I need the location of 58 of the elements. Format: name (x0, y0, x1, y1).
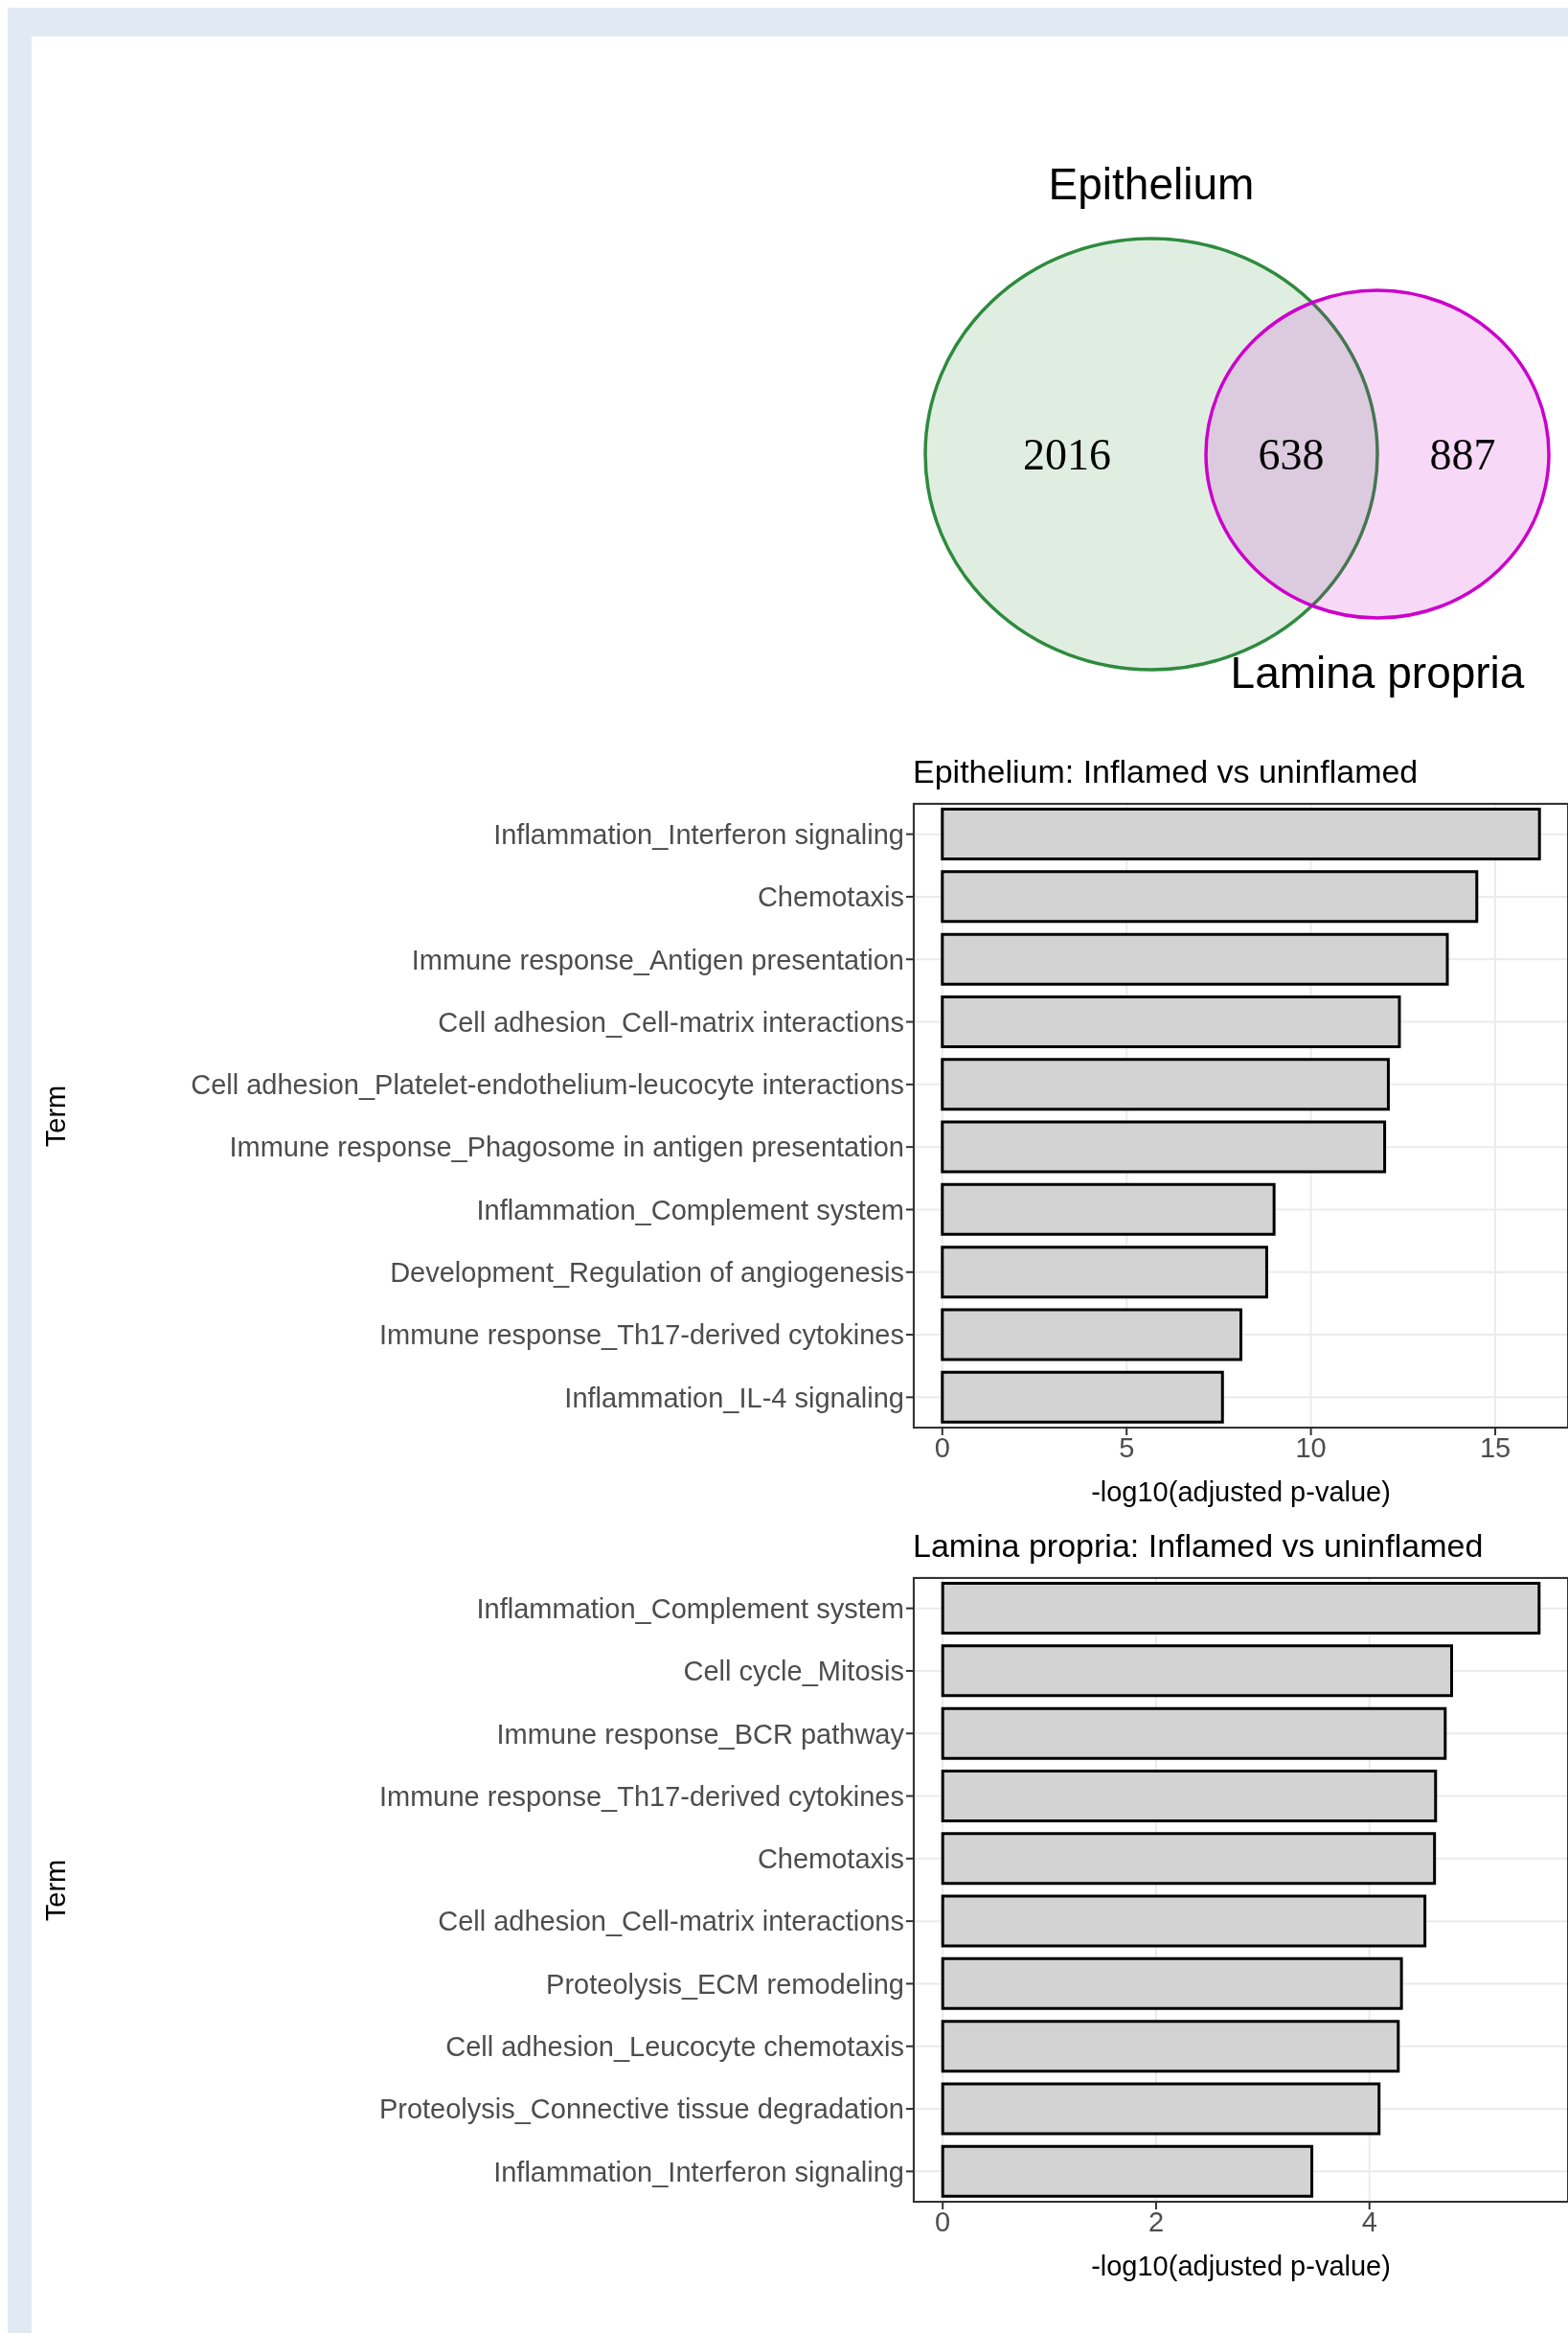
y-tick-label: Inflammation_IL-4 signaling (564, 1382, 904, 1413)
y-tick-label: Inflammation_Complement system (476, 1592, 904, 1624)
bar (941, 1894, 1427, 1948)
text: Epithelium (1048, 159, 1255, 209)
y-tick-label: Inflammation_Interferon signaling (493, 2156, 904, 2187)
text: 638 (1258, 430, 1325, 479)
bar (941, 870, 1479, 924)
y-tick-label: Immune response_BCR pathway (496, 1718, 905, 1750)
y-tick-label: Inflammation_Interferon signaling (493, 818, 904, 850)
x-tick-label: 10 (1295, 1431, 1327, 1463)
bar (941, 2144, 1314, 2198)
bar (941, 1246, 1268, 1299)
y-tick-label: Development_Regulation of angiogenesis (390, 1257, 904, 1289)
bar (941, 1058, 1390, 1111)
chart-title: Lamina propria: Inflamed vs uninflamed (913, 1527, 1484, 1565)
bar (941, 2082, 1381, 2136)
y-tick-label: Proteolysis_Connective tissue degradation (378, 2093, 904, 2125)
x-tick-label: 5 (1119, 1431, 1135, 1463)
bar (941, 1182, 1276, 1236)
x-axis-title: -log10(adjusted p-value) (1091, 1476, 1391, 1507)
text: 887 (1429, 430, 1496, 479)
text: Lamina propria (1230, 648, 1525, 698)
y-tick-label: Chemotaxis (757, 1843, 904, 1875)
x-tick-label: 0 (934, 1431, 950, 1463)
bar (941, 1769, 1438, 1822)
x-tick-label: 2 (1148, 2206, 1165, 2237)
y-tick-label: Cell adhesion_Leucocyte chemotaxis (445, 2031, 904, 2063)
bar (941, 995, 1401, 1048)
y-tick-label: Proteolysis_ECM remodeling (546, 1968, 904, 2000)
y-tick-label: Chemotaxis (757, 881, 904, 913)
bar (941, 1370, 1224, 1424)
y-tick-label: Immune response_Antigen presentation (411, 944, 904, 975)
bar (941, 1120, 1387, 1174)
x-tick-label: 15 (1479, 1431, 1511, 1463)
y-tick-label: Cell adhesion_Cell-matrix interactions (438, 1906, 904, 1937)
y-tick-label: Cell cycle_Mitosis (683, 1656, 904, 1687)
y-tick-label: Immune response_Th17-derived cytokines (378, 1319, 904, 1351)
bar (941, 1644, 1453, 1698)
bar (941, 932, 1449, 986)
text: 2016 (1023, 430, 1111, 479)
bar (941, 1832, 1437, 1886)
x-axis-title: -log10(adjusted p-value) (1091, 2251, 1391, 2281)
bar (941, 1582, 1541, 1635)
bar (941, 1706, 1447, 1760)
y-tick-label: Inflammation_Complement system (476, 1194, 904, 1225)
x-tick-label: 4 (1361, 2206, 1377, 2237)
y-axis-title: Term (39, 1859, 72, 1921)
y-tick-label: Cell adhesion_Platelet-endothelium-leucocyte interactions (191, 1069, 904, 1101)
bar (941, 808, 1541, 861)
x-tick-label: 0 (935, 2206, 951, 2237)
y-tick-label: Cell adhesion_Cell-matrix interactions (438, 1006, 904, 1038)
bar (941, 1956, 1403, 2010)
bar (941, 1308, 1242, 1361)
bar (941, 2020, 1400, 2073)
chart-title: Epithelium: Inflamed vs uninflamed (913, 753, 1419, 790)
y-axis-title: Term (39, 1085, 72, 1147)
y-tick-label: Immune response_Phagosome in antigen presentation (229, 1132, 904, 1163)
y-tick-label: Immune response_Th17-derived cytokines (378, 1780, 904, 1812)
